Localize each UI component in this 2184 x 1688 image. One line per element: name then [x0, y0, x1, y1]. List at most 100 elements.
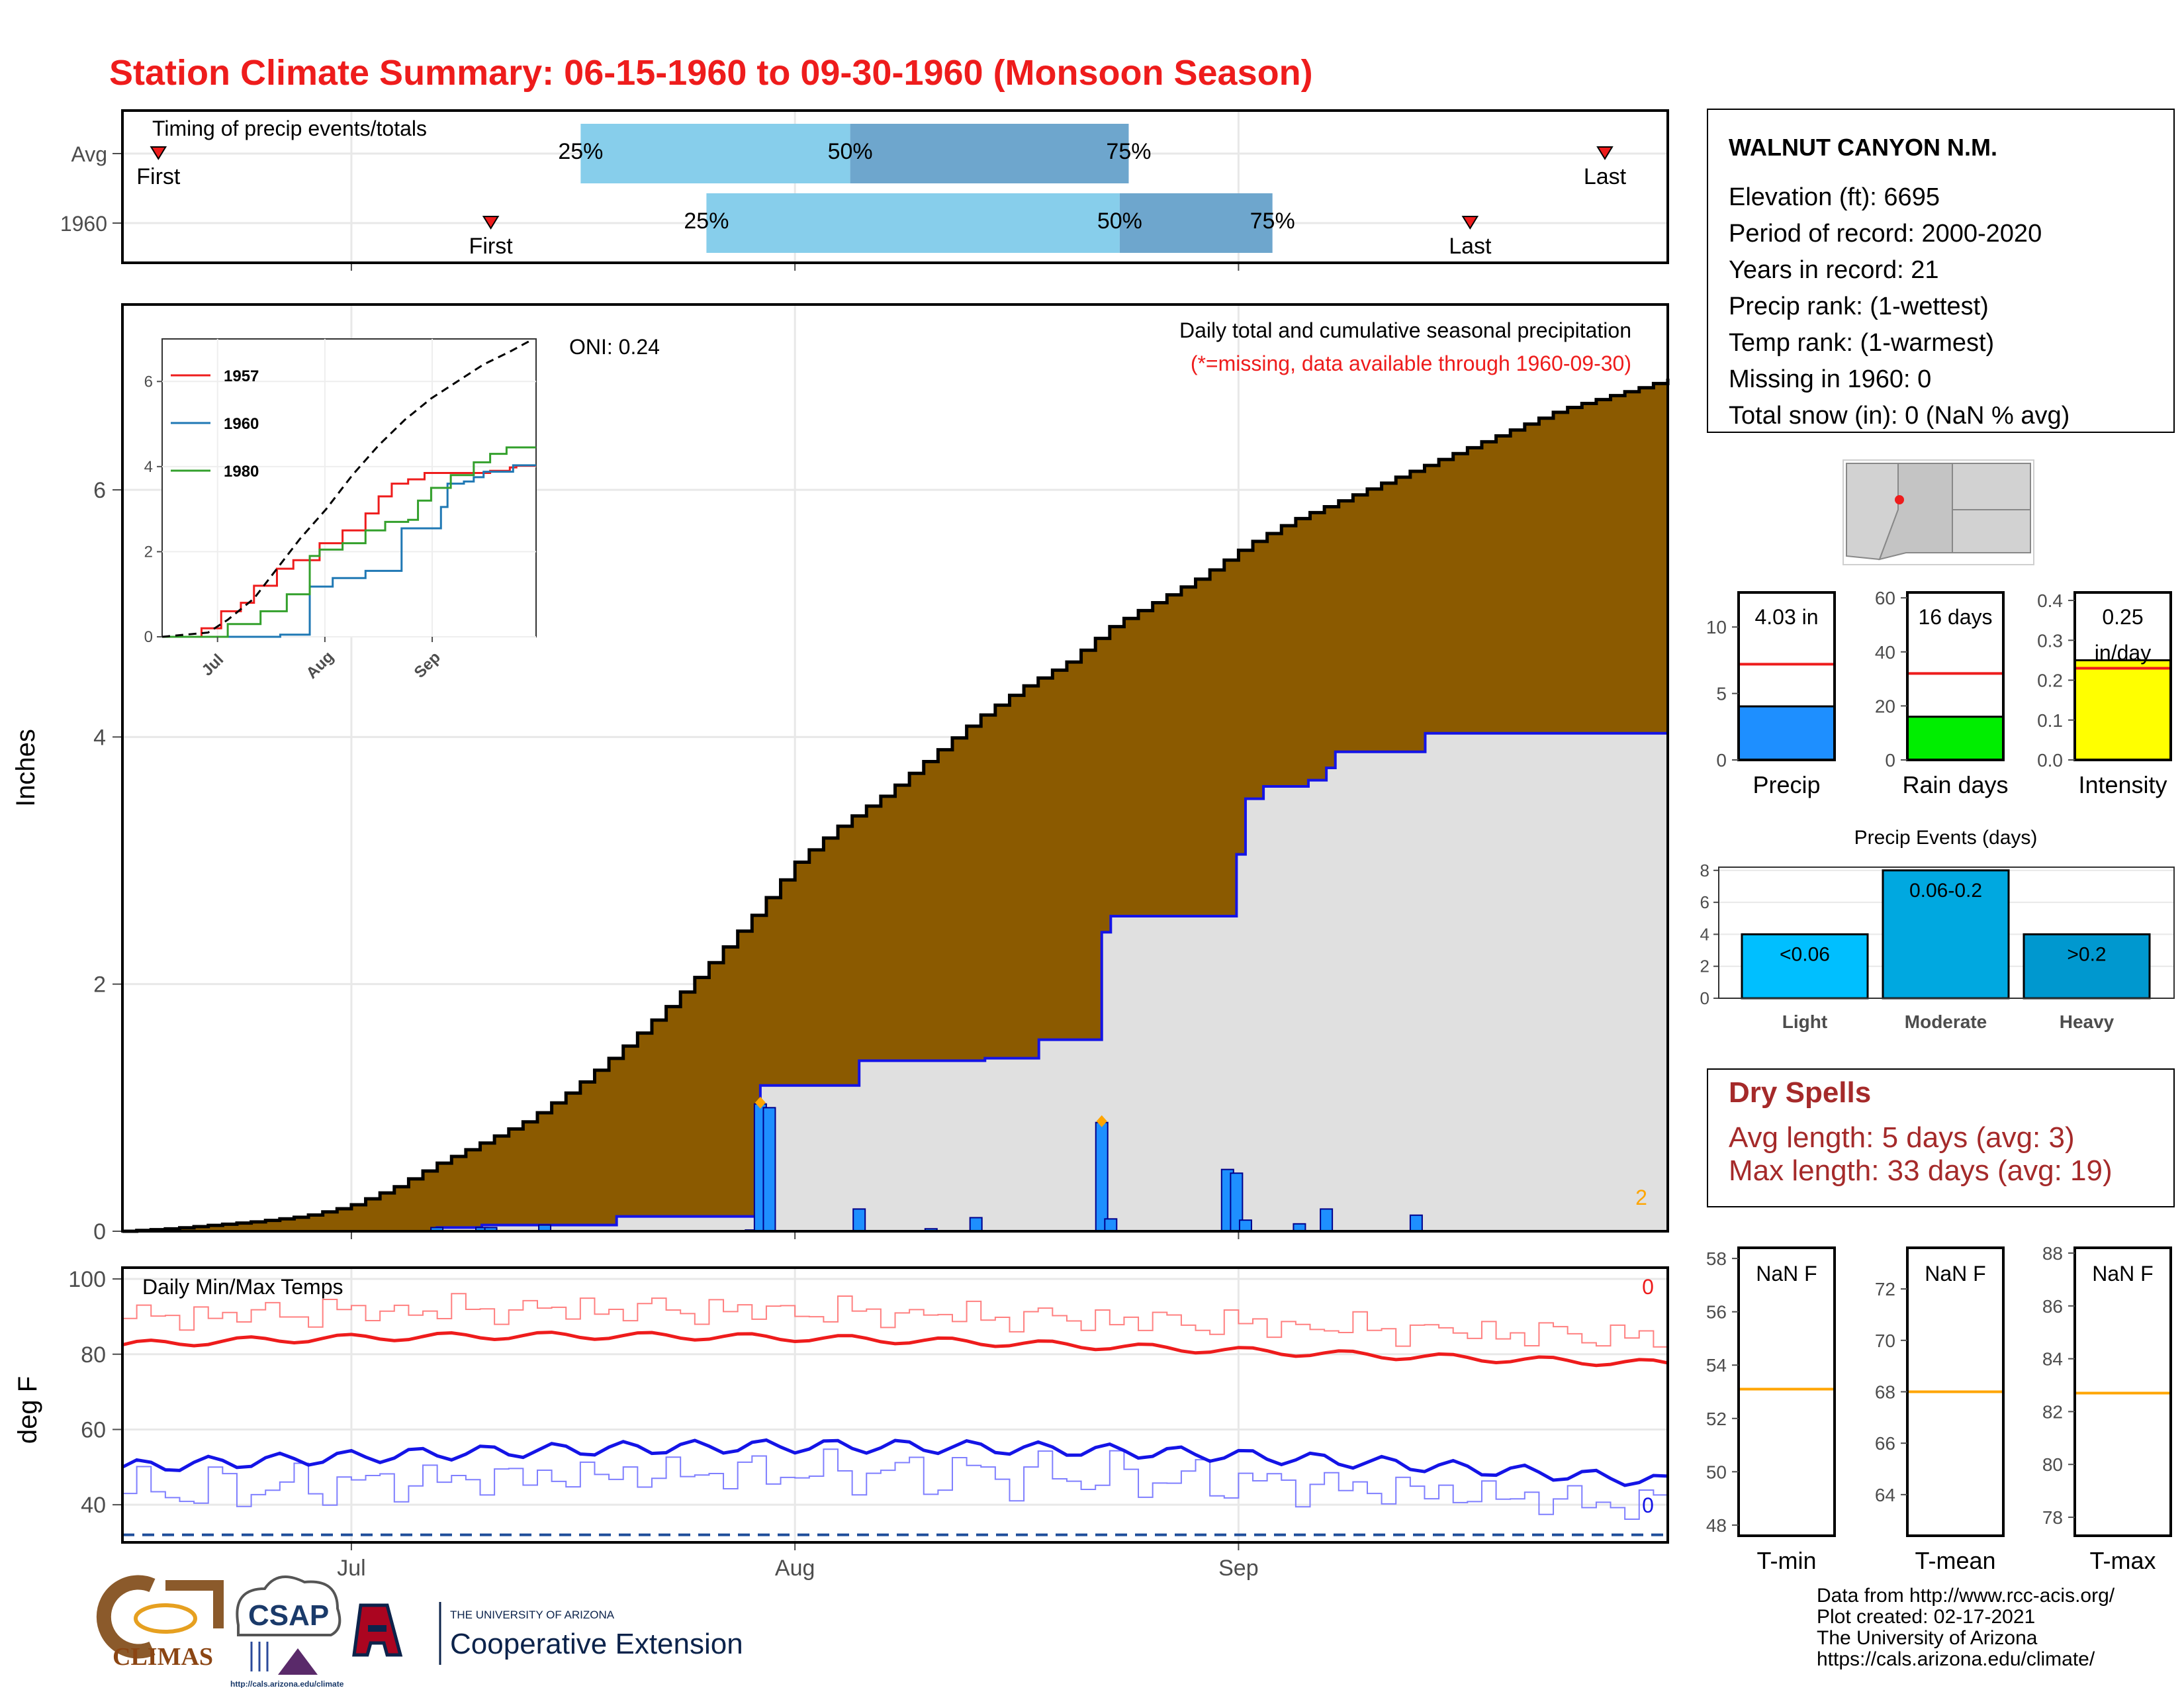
precip-events-panel: Precip Events (days) 0 2 4 6 8 <0.06 Light 0.06-… [1700, 827, 2175, 1032]
summary-y-tick-label: 0 [1716, 750, 1727, 771]
events-y-tick-label: 0 [1700, 988, 1709, 1008]
last-event-label: Last [1449, 234, 1492, 259]
temp-summary-y-tick-label: 56 [1706, 1302, 1727, 1323]
timing-bar-25-50 [706, 193, 1120, 253]
summary-y-tick-label: 10 [1706, 617, 1727, 637]
temps-panel-title: Daily Min/Max Temps [142, 1275, 343, 1299]
precip-event-bar-label: <0.06 [1780, 943, 1830, 965]
count-min-label: 0 [1642, 1493, 1654, 1517]
x-tick-label: Sep [1218, 1556, 1259, 1581]
temp-summary-y-tick-label: 84 [2042, 1349, 2063, 1370]
last-event-marker [1596, 146, 1614, 160]
daily-precip-bar [1095, 1121, 1109, 1232]
timing-label-50: 50% [1097, 209, 1142, 234]
daily-max-temp-line [122, 1293, 1668, 1348]
temp-summary-y-tick-label: 52 [1706, 1409, 1727, 1429]
summary-y-tick-label: 0.1 [2037, 710, 2063, 731]
events-y-tick-label: 4 [1700, 924, 1709, 944]
inset-legend-label: 1960 [224, 415, 259, 433]
summary-y-tick-label: 0.3 [2037, 630, 2063, 651]
x-tick-label: Aug [775, 1556, 815, 1581]
precip-event-bar [1882, 869, 2010, 1000]
temps-background [122, 1268, 1668, 1542]
daily-precip-bar [969, 1217, 983, 1233]
csap-logo: CSAP http://cals.arizona.edu/climate [230, 1575, 344, 1688]
timing-label-75: 75% [1250, 209, 1295, 234]
page-title: Station Climate Summary: 06-15-1960 to 0… [109, 53, 1313, 93]
csap-url: http://cals.arizona.edu/climate [230, 1679, 344, 1688]
temp-summary-y-tick-label: 88 [2042, 1243, 2063, 1264]
station-line: Missing in 1960: 0 [1729, 365, 1931, 393]
summary-bar-name: Rain days [1902, 771, 2008, 798]
timing-label-25: 25% [684, 209, 729, 234]
timing-bar-25-50 [580, 124, 850, 183]
precip-event-bar [2023, 933, 2151, 1000]
summary-bar-frame [2073, 591, 2172, 761]
station-location-marker [1895, 495, 1904, 504]
daily-precip-bar [1409, 1214, 1423, 1232]
precip-event-bar-label: 0.06-0.2 [1909, 880, 1982, 902]
inset-legend-label: 1957 [224, 367, 259, 385]
temp-summary-value-label: NaN F [1756, 1262, 1817, 1286]
university-logo: THE UNIVERSITY OF ARIZONA Cooperative Ex… [352, 1602, 743, 1665]
summary-y-tick-label: 0.0 [2037, 750, 2063, 771]
timing-panel-title: Timing of precip events/totals [152, 117, 427, 140]
precip-event-category: Light [1782, 1011, 1827, 1032]
daily-precip-bar [1104, 1218, 1118, 1233]
temp-summary-frame [1737, 1246, 1836, 1537]
avg-cumulative-outline [122, 379, 1670, 1233]
y-tick-label: 4 [93, 725, 106, 750]
precip-event-bar [1741, 933, 1869, 1000]
inset-avg-line [161, 340, 530, 638]
temp-summary-name: T-min [1757, 1547, 1817, 1574]
missing-count-label: 2 [1635, 1186, 1647, 1209]
avg-min-temp-line [121, 1438, 1668, 1487]
csap-wordmark: CSAP [248, 1599, 329, 1632]
station-line: Total snow (in): 0 (NaN % avg) [1729, 402, 2070, 430]
temp-summary-panel: 48 50 52 54 56 58 NaN F T-min 64 66 68 70 72 NaN F T-m… [1706, 1243, 2172, 1574]
temp-summary-name: T-mean [1915, 1547, 1995, 1574]
climas-logo: CLIMAS [96, 1575, 224, 1671]
footer-line: Data from http://www.rcc-acis.org/ [1817, 1585, 2115, 1607]
dry-spells-avg: Avg length: 5 days (avg: 3) [1729, 1121, 2075, 1154]
daily-precip-bar [852, 1208, 866, 1233]
summary-value-label: 16 days [1918, 605, 1992, 629]
temps-frame [121, 1266, 1669, 1544]
temp-summary-value-label: NaN F [2092, 1262, 2153, 1286]
precip-frame [121, 303, 1669, 1233]
footer-line: The University of Arizona [1817, 1627, 2038, 1649]
temp-summary-y-tick-label: 66 [1875, 1433, 1895, 1454]
inset-y-tick-label: 2 [144, 543, 153, 561]
temp-summary-y-tick-label: 58 [1706, 1248, 1727, 1269]
temp-summary-y-tick-label: 82 [2042, 1401, 2063, 1422]
station-info-box: WALNUT CANYON N.M. Elevation (ft): 6695 … [1707, 109, 2175, 433]
summary-value-label: 0.25 [2102, 605, 2143, 629]
timing-bar-50-75 [1119, 193, 1273, 253]
summary-bar-frame [1737, 591, 1836, 761]
oni-label: ONI: 0.24 [569, 335, 660, 359]
summary-bar-name: Precip [1752, 771, 1820, 798]
precip-panel-subtitle: (*=missing, data available through 1960-… [1191, 352, 1631, 375]
y-axis-label: Inches [11, 729, 40, 807]
inset-y-tick-label: 6 [144, 373, 153, 391]
inset-y-tick-label: 4 [144, 458, 153, 476]
temp-summary-y-tick-label: 68 [1875, 1382, 1895, 1403]
inset-series-1960 [162, 464, 536, 638]
daily-precip-bar [762, 1107, 776, 1233]
station-line: Precip rank: (1-wettest) [1729, 293, 1989, 320]
station-line: Elevation (ft): 6695 [1729, 183, 1940, 211]
summary-y-tick-label: 20 [1875, 696, 1895, 716]
footer-credits: Data from http://www.rcc-acis.org/ Plot … [1817, 1585, 2115, 1670]
temp-summary-value-label: NaN F [1925, 1262, 1985, 1286]
x-tick-label: Jul [337, 1556, 365, 1581]
summary-y-tick-label: 0 [1885, 750, 1895, 771]
events-y-tick-label: 8 [1700, 861, 1709, 880]
temp-summary-y-tick-label: 78 [2042, 1507, 2063, 1528]
y-tick-label: 100 [68, 1267, 106, 1292]
precip-event-bar-label: >0.2 [2067, 943, 2106, 965]
footer-line: Plot created: 02-17-2021 [1817, 1606, 2035, 1628]
y-tick-label: 60 [81, 1417, 106, 1442]
university-name: THE UNIVERSITY OF ARIZONA [450, 1609, 615, 1621]
